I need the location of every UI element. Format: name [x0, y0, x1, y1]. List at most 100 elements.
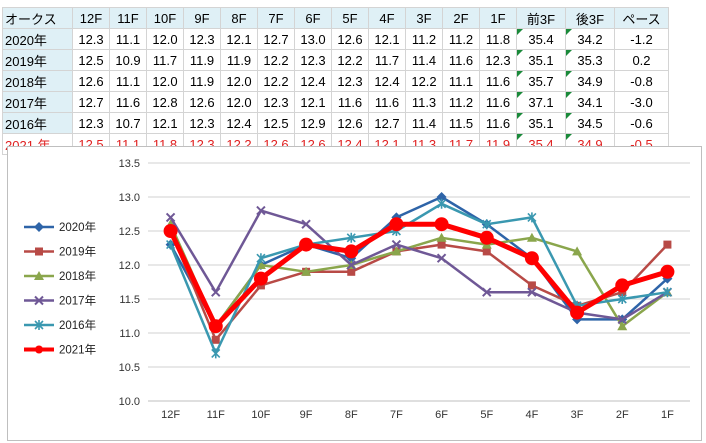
table-cell[interactable]: 12.4: [294, 70, 332, 92]
y-tick-label: 12.0: [119, 260, 140, 272]
header-cell[interactable]: 7F: [257, 7, 295, 29]
table-cell[interactable]: 12.4: [220, 112, 258, 134]
header-cell[interactable]: 10F: [146, 7, 184, 29]
table-cell[interactable]: 11.6: [479, 91, 517, 113]
table-cell[interactable]: 12.8: [146, 91, 184, 113]
table-cell[interactable]: -1.2: [614, 28, 669, 50]
table-cell[interactable]: 11.5: [442, 112, 480, 134]
table-cell[interactable]: 12.1: [368, 28, 406, 50]
table-cell[interactable]: 11.6: [442, 49, 480, 71]
table-cell[interactable]: 34.2: [565, 28, 615, 50]
table-cell[interactable]: 34.1: [565, 91, 615, 113]
header-cell[interactable]: ペース: [614, 7, 669, 29]
table-cell[interactable]: 10.9: [109, 49, 147, 71]
table-cell[interactable]: 12.1: [146, 112, 184, 134]
table-cell[interactable]: 11.9: [220, 49, 258, 71]
table-cell[interactable]: 12.0: [146, 28, 184, 50]
header-cell[interactable]: 12F: [72, 7, 110, 29]
row-year-label[interactable]: 2017年: [2, 91, 73, 113]
row-year-label[interactable]: 2020年: [2, 28, 73, 50]
table-cell[interactable]: 11.1: [442, 70, 480, 92]
table-cell[interactable]: 12.1: [220, 28, 258, 50]
table-cell[interactable]: 11.2: [442, 91, 480, 113]
table-cell[interactable]: 34.5: [565, 112, 615, 134]
row-year-label[interactable]: 2018年: [2, 70, 73, 92]
header-race-name[interactable]: オークス: [2, 7, 73, 29]
header-cell[interactable]: 後3F: [565, 7, 615, 29]
series-line: [169, 209, 669, 321]
header-cell[interactable]: 8F: [220, 7, 258, 29]
row-year-label[interactable]: 2016年: [2, 112, 73, 134]
header-cell[interactable]: 9F: [183, 7, 221, 29]
table-cell[interactable]: 12.6: [72, 70, 110, 92]
table-cell[interactable]: 0.2: [614, 49, 669, 71]
table-cell[interactable]: 35.4: [516, 28, 566, 50]
table-cell[interactable]: 12.6: [331, 112, 369, 134]
table-cell[interactable]: 12.3: [183, 112, 221, 134]
table-cell[interactable]: 11.6: [479, 112, 517, 134]
table-cell[interactable]: 11.9: [183, 70, 221, 92]
header-cell[interactable]: 前3F: [516, 7, 566, 29]
header-cell[interactable]: 3F: [405, 7, 443, 29]
table-cell[interactable]: 11.6: [109, 91, 147, 113]
table-cell[interactable]: 12.6: [183, 91, 221, 113]
data-point-marker: [256, 253, 266, 264]
table-cell[interactable]: 11.6: [331, 91, 369, 113]
table-cell[interactable]: 35.1: [516, 49, 566, 71]
chart-area[interactable]: 10.0 10.5 11.0 11.5 12.0 12.5 13.0 13.5 12F 11F 10…: [7, 146, 702, 441]
header-cell[interactable]: 5F: [331, 7, 369, 29]
table-cell[interactable]: 12.7: [257, 28, 295, 50]
table-cell[interactable]: 12.2: [257, 70, 295, 92]
table-cell[interactable]: 12.4: [368, 70, 406, 92]
table-cell[interactable]: 12.3: [294, 49, 332, 71]
table-cell[interactable]: 12.1: [294, 91, 332, 113]
table-cell[interactable]: 12.2: [405, 70, 443, 92]
table-cell[interactable]: 37.1: [516, 91, 566, 113]
table-cell[interactable]: 11.1: [109, 70, 147, 92]
table-cell[interactable]: -0.8: [614, 70, 669, 92]
table-cell[interactable]: 12.7: [368, 112, 406, 134]
table-cell[interactable]: 35.7: [516, 70, 566, 92]
table-cell[interactable]: 11.7: [146, 49, 184, 71]
table-cell[interactable]: 13.0: [294, 28, 332, 50]
table-cell[interactable]: 12.9: [294, 112, 332, 134]
table-cell[interactable]: 12.3: [72, 28, 110, 50]
header-cell[interactable]: 6F: [294, 7, 332, 29]
table-cell[interactable]: 11.4: [405, 112, 443, 134]
table-cell[interactable]: 11.8: [479, 28, 517, 50]
header-cell[interactable]: 11F: [109, 7, 147, 29]
table-cell[interactable]: 12.3: [72, 112, 110, 134]
table-cell[interactable]: 12.5: [257, 112, 295, 134]
header-cell[interactable]: 4F: [368, 7, 406, 29]
table-cell[interactable]: 10.7: [109, 112, 147, 134]
header-cell[interactable]: 2F: [442, 7, 480, 29]
table-cell[interactable]: 35.1: [516, 112, 566, 134]
table-cell[interactable]: 11.3: [405, 91, 443, 113]
table-cell[interactable]: 34.9: [565, 70, 615, 92]
table-cell[interactable]: 11.6: [368, 91, 406, 113]
row-year-label[interactable]: 2019年: [2, 49, 73, 71]
table-cell[interactable]: 11.9: [183, 49, 221, 71]
table-cell[interactable]: 11.4: [405, 49, 443, 71]
table-cell[interactable]: 12.0: [220, 91, 258, 113]
table-cell[interactable]: 12.0: [220, 70, 258, 92]
table-cell[interactable]: 12.3: [331, 70, 369, 92]
table-cell[interactable]: -0.6: [614, 112, 669, 134]
table-cell[interactable]: 12.3: [479, 49, 517, 71]
table-cell[interactable]: 11.7: [368, 49, 406, 71]
table-cell[interactable]: 11.2: [405, 28, 443, 50]
table-cell[interactable]: 11.6: [479, 70, 517, 92]
table-cell[interactable]: 12.6: [331, 28, 369, 50]
table-cell[interactable]: 12.2: [331, 49, 369, 71]
table-cell[interactable]: -3.0: [614, 91, 669, 113]
header-cell[interactable]: 1F: [479, 7, 517, 29]
table-cell[interactable]: 12.2: [257, 49, 295, 71]
table-cell[interactable]: 35.3: [565, 49, 615, 71]
table-cell[interactable]: 11.2: [442, 28, 480, 50]
table-cell[interactable]: 12.0: [146, 70, 184, 92]
table-cell[interactable]: 12.7: [72, 91, 110, 113]
table-cell[interactable]: 11.1: [109, 28, 147, 50]
table-cell[interactable]: 12.5: [72, 49, 110, 71]
table-cell[interactable]: 12.3: [257, 91, 295, 113]
table-cell[interactable]: 12.3: [183, 28, 221, 50]
